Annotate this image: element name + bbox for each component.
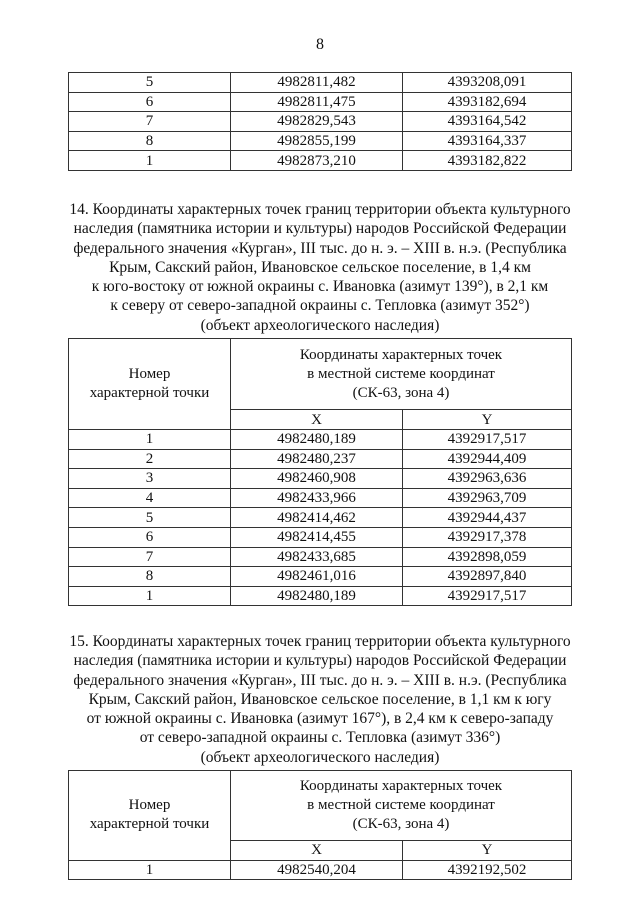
y-cell: 4392944,437	[402, 507, 572, 528]
y-cell: 4392944,409	[402, 448, 572, 470]
y-cell: 4393208,091	[402, 72, 572, 93]
point-number-cell: 4	[68, 487, 231, 509]
point-number-cell: 3	[68, 468, 231, 489]
point-number-cell: 6	[68, 91, 231, 113]
x-cell: 4982829,543	[230, 111, 403, 132]
header-line: в местной системе координат	[307, 365, 495, 382]
section-15-heading: 15. Координаты характерных точек границ …	[40, 632, 600, 767]
y-cell: 4392898,059	[402, 546, 572, 568]
table-row: 3 4982460,908 4392963,636	[68, 468, 572, 489]
heading-line: наследия (памятника истории и культуры) …	[73, 220, 567, 238]
table-row: 1 4982540,204 4392192,502	[68, 859, 572, 881]
header-line: Номер	[128, 797, 171, 814]
table-row: 1 4982480,189 4392917,517	[68, 429, 572, 450]
x-cell: 4982811,475	[230, 91, 403, 113]
x-cell: 4982540,204	[230, 859, 403, 881]
header-line: Координаты характерных точек	[299, 346, 503, 363]
x-cell: 4982461,016	[230, 566, 403, 587]
heading-line: Крым, Сакский район, Ивановское сельское…	[88, 690, 552, 708]
col-header-y: Y	[402, 840, 572, 861]
y-cell: 4392192,502	[402, 859, 572, 881]
point-number-cell: 6	[68, 526, 231, 548]
point-number-cell: 8	[68, 566, 231, 587]
point-number-cell: 7	[68, 111, 231, 132]
x-cell: 4982855,199	[230, 130, 403, 152]
point-number-cell: 5	[68, 72, 231, 93]
header-line: (СК-63, зона 4)	[352, 816, 450, 832]
point-number-cell: 8	[68, 130, 231, 152]
col-header-point-number: Номер характерной точки	[68, 338, 231, 430]
x-cell: 4982414,455	[230, 526, 403, 548]
header-line: характерной точки	[89, 816, 210, 833]
point-number-cell: 2	[68, 448, 231, 470]
heading-line: федерального значения «Курган», III тыс.…	[73, 239, 567, 257]
col-header-coordinates: Координаты характерных точек в местной с…	[230, 337, 572, 411]
table-row: 1 4982480,189 4392917,517	[68, 585, 572, 607]
col-header-y: Y	[402, 409, 572, 430]
table-row: 7 4982433,685 4392898,059	[68, 546, 572, 568]
header-line: Координаты характерных точек	[299, 778, 503, 794]
x-cell: 4982480,189	[230, 429, 403, 450]
y-cell: 4393164,542	[402, 111, 572, 132]
header-line: в местной системе координат	[307, 797, 495, 813]
table-row: 8 4982855,199 4393164,337	[68, 130, 572, 152]
heading-line: Крым, Сакский район, Ивановское сельское…	[109, 258, 531, 276]
table-row: 5 4982811,482 4393208,091	[68, 72, 572, 93]
heading-line: 15. Координаты характерных точек границ …	[69, 633, 571, 650]
y-cell: 4392917,517	[402, 585, 572, 607]
x-cell: 4982480,237	[230, 448, 403, 470]
col-header-coordinates: Координаты характерных точек в местной с…	[230, 770, 572, 841]
table-row: 2 4982480,237 4392944,409	[68, 448, 572, 470]
x-cell: 4982414,462	[230, 507, 403, 528]
header-line: (СК-63, зона 4)	[352, 384, 450, 401]
x-cell: 4982433,966	[230, 487, 403, 509]
heading-line: к юго-востоку от южной окраины с. Иванов…	[91, 278, 549, 296]
point-number-cell: 5	[68, 507, 231, 528]
header-line: Номер	[128, 366, 171, 382]
heading-line: наследия (памятника истории и культуры) …	[73, 652, 567, 670]
heading-line: (объект археологического наследия)	[200, 748, 440, 766]
section-14-heading: 14. Координаты характерных точек границ …	[40, 200, 600, 335]
table-row: 7 4982829,543 4393164,542	[68, 111, 572, 132]
header-line: характерной точки	[89, 385, 210, 401]
table-row: 6 4982414,455 4392917,378	[68, 526, 572, 548]
y-cell: 4393182,822	[402, 150, 572, 171]
page-number: 8	[316, 36, 324, 53]
table-row: 5 4982414,462 4392944,437	[68, 507, 572, 528]
point-number-cell: 1	[68, 585, 231, 607]
x-cell: 4982460,908	[230, 468, 403, 489]
x-cell: 4982433,685	[230, 546, 403, 568]
heading-line: от северо-западной окраины с. Тепловка (…	[139, 729, 501, 747]
coordinates-table-14: Номер характерной точки Координаты харак…	[68, 337, 572, 607]
heading-line: федерального значения «Курган», III тыс.…	[73, 671, 567, 689]
x-cell: 4982811,482	[230, 72, 403, 93]
heading-line: 14. Координаты характерных точек границ …	[69, 201, 571, 218]
heading-line: к северу от северо-западной окраины с. Т…	[110, 297, 530, 315]
y-cell: 4392963,709	[402, 487, 572, 509]
table-row: 1 4982873,210 4393182,822	[68, 150, 572, 171]
y-cell: 4392917,517	[402, 429, 572, 450]
table-row: 6 4982811,475 4393182,694	[68, 91, 572, 113]
col-header-x: X	[230, 409, 403, 430]
point-number-cell: 1	[68, 150, 231, 171]
col-header-x: X	[230, 840, 403, 861]
point-number-cell: 1	[68, 429, 231, 450]
heading-line: (объект археологического наследия)	[200, 316, 440, 334]
y-cell: 4392897,840	[402, 566, 572, 587]
col-header-point-number: Номер характерной точки	[68, 770, 231, 861]
coordinates-table-continued: 5 4982811,482 4393208,091 6 4982811,475 43931…	[68, 72, 572, 171]
table-row: 8 4982461,016 4392897,840	[68, 566, 572, 587]
y-cell: 4392917,378	[402, 526, 572, 548]
y-cell: 4393164,337	[402, 130, 572, 152]
coordinates-table-15: Номер характерной точки Координаты харак…	[68, 770, 572, 881]
x-cell: 4982480,189	[230, 585, 403, 607]
x-cell: 4982873,210	[230, 150, 403, 171]
y-cell: 4393182,694	[402, 91, 572, 113]
table-row: 4 4982433,966 4392963,709	[68, 487, 572, 509]
point-number-cell: 7	[68, 546, 231, 568]
heading-line: от южной окраины с. Ивановка (азимут 167…	[86, 710, 554, 728]
point-number-cell: 1	[68, 859, 231, 881]
y-cell: 4392963,636	[402, 468, 572, 489]
